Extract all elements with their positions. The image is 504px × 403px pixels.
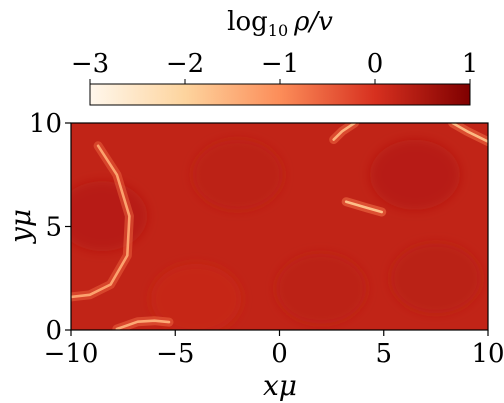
colorbar-tick-label: −1 (261, 49, 299, 79)
y-axis-label: yμ (4, 209, 37, 245)
density-blotch (276, 253, 367, 324)
density-blotch (390, 243, 481, 314)
x-tick-label: 0 (271, 339, 288, 369)
heatmap-density-variation (71, 139, 481, 330)
y-tick-label: 5 (45, 213, 62, 243)
density-blotch (370, 139, 461, 210)
y-tick-label: 0 (45, 316, 62, 346)
colorbar-label-base: log (227, 7, 268, 37)
density-blotch (192, 139, 283, 210)
x-axis-ticks: −10 −5 0 5 10 (44, 330, 504, 369)
colorbar-label: log10 ρ/v (227, 7, 333, 40)
colorbar-ticks (89, 79, 471, 84)
filament (115, 319, 171, 330)
filament (344, 200, 384, 214)
x-tick-label: 5 (375, 339, 392, 369)
filament (332, 123, 356, 141)
colorbar-label-sub: 10 (268, 21, 288, 40)
filament (451, 123, 488, 143)
x-tick-label: −10 (44, 339, 99, 369)
x-tick-label: 10 (471, 339, 504, 369)
colorbar-tick-label: 0 (367, 49, 384, 79)
x-axis-label: xμ (263, 369, 297, 402)
colorbar-label-rest: ρ/v (293, 7, 333, 37)
colorbar (89, 83, 471, 106)
y-tick-label: 10 (29, 109, 62, 139)
colorbar-tick-label: 1 (462, 49, 479, 79)
heatmap (71, 123, 488, 330)
colorbar-tick-label: −2 (166, 49, 204, 79)
y-axis-ticks: 0 5 10 (29, 109, 71, 346)
heatmap-filaments (71, 123, 488, 330)
x-tick-label: −5 (156, 339, 194, 369)
density-blotch (151, 263, 242, 330)
filament (71, 144, 131, 299)
colorbar-tick-label: −3 (71, 49, 109, 79)
colorbar-tick-labels: −3 −2 −1 0 1 (71, 49, 478, 79)
